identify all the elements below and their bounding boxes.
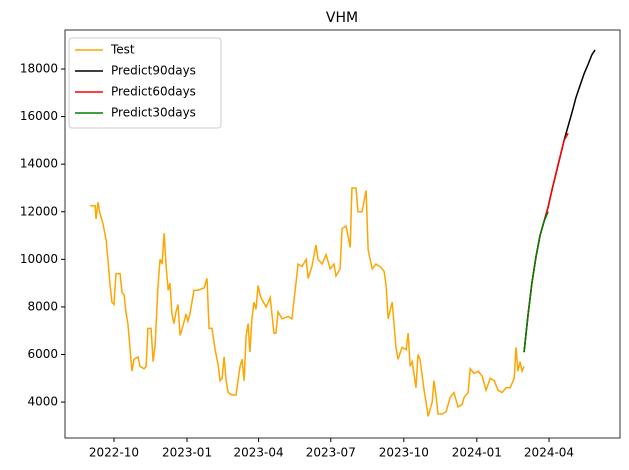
y-tick-label: 10000 (20, 252, 58, 266)
plot-frame (64, 29, 621, 439)
x-tick-label: 2023-01 (162, 446, 212, 460)
x-tick-label: 2023-04 (234, 446, 284, 460)
series-line (523, 211, 549, 353)
legend-label: Predict30days (111, 106, 196, 120)
x-tick-label: 2023-10 (379, 446, 429, 460)
y-tick-label: 6000 (27, 347, 58, 361)
x-tick-label: 2023-07 (306, 446, 356, 460)
y-tick-label: 12000 (20, 204, 58, 218)
chart-title: VHM (326, 10, 358, 26)
x-tick-label: 2024-04 (524, 446, 574, 460)
legend-label: Predict90days (111, 64, 196, 78)
x-tick-label: 2022-10 (89, 446, 139, 460)
x-tick-label: 2024-01 (452, 446, 502, 460)
series-line (523, 49, 596, 353)
y-tick-label: 4000 (27, 395, 58, 409)
y-tick-label: 8000 (27, 299, 58, 313)
legend-label: Predict60days (111, 85, 196, 99)
series-line (89, 187, 525, 417)
legend-label: Test (110, 43, 135, 57)
y-tick-label: 16000 (20, 109, 58, 123)
legend-box (68, 37, 222, 129)
series-line (523, 132, 569, 353)
y-tick-label: 14000 (20, 157, 58, 171)
y-tick-label: 18000 (20, 62, 58, 76)
